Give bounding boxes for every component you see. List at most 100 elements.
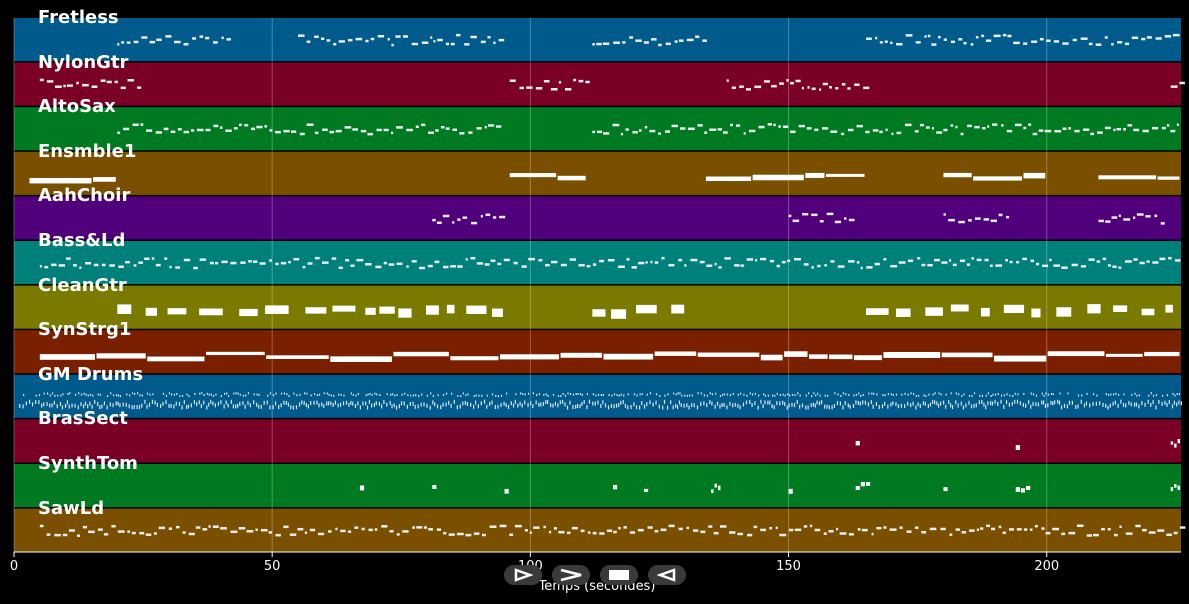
note-mark xyxy=(367,132,373,136)
note-mark xyxy=(97,402,99,407)
note-mark xyxy=(473,395,475,398)
note-mark xyxy=(599,532,605,535)
note-mark xyxy=(55,85,62,88)
note-mark xyxy=(1112,265,1117,269)
note-mark xyxy=(1012,394,1014,397)
note-mark xyxy=(103,533,109,536)
note-mark xyxy=(329,130,335,134)
note-mark xyxy=(721,393,724,396)
note-mark xyxy=(854,83,860,86)
note-mark xyxy=(125,402,127,407)
note-mark xyxy=(365,263,372,266)
note-mark xyxy=(538,393,540,396)
note-mark xyxy=(629,36,634,39)
note-mark xyxy=(158,526,166,530)
note-mark xyxy=(239,401,241,406)
note-mark xyxy=(485,213,491,217)
note-mark xyxy=(865,130,870,134)
note-mark xyxy=(370,37,375,41)
track-label: SynStrg1 xyxy=(38,319,132,341)
note-mark xyxy=(773,405,775,410)
note-mark xyxy=(1133,258,1138,261)
note-mark xyxy=(1104,126,1111,130)
note-mark xyxy=(660,528,667,532)
note-mark xyxy=(821,127,829,130)
note-mark xyxy=(767,394,769,397)
note-mark xyxy=(618,265,625,269)
note-mark xyxy=(1107,264,1111,267)
note-mark xyxy=(889,528,897,531)
note-mark xyxy=(519,401,521,406)
note-mark xyxy=(69,392,71,395)
note-mark xyxy=(287,402,290,407)
note-mark xyxy=(1124,260,1132,263)
note-mark xyxy=(919,123,924,127)
note-mark xyxy=(704,131,708,134)
note-mark xyxy=(1052,393,1054,396)
note-mark xyxy=(314,131,319,135)
note-mark xyxy=(402,35,408,38)
note-mark xyxy=(43,402,45,407)
rewind-button[interactable] xyxy=(648,565,686,585)
note-mark xyxy=(460,395,462,398)
note-mark xyxy=(745,400,748,405)
note-mark xyxy=(543,525,546,529)
note-mark xyxy=(116,394,118,397)
note-mark xyxy=(280,261,287,265)
note-mark xyxy=(852,403,855,408)
note-mark xyxy=(310,400,312,405)
forward-button[interactable] xyxy=(552,565,590,585)
note-mark xyxy=(1161,126,1166,130)
note-mark xyxy=(131,531,136,535)
note-mark xyxy=(1177,438,1180,444)
note-mark xyxy=(734,264,740,267)
note-mark xyxy=(499,354,560,360)
note-mark xyxy=(1026,485,1031,490)
note-mark xyxy=(255,402,258,407)
note-mark xyxy=(883,258,887,261)
note-mark xyxy=(542,401,544,406)
note-mark xyxy=(876,393,878,396)
note-mark xyxy=(1123,218,1131,221)
note-mark xyxy=(198,400,200,405)
note-mark xyxy=(486,394,488,397)
stop-button[interactable] xyxy=(600,565,638,585)
note-mark xyxy=(595,394,597,397)
note-mark xyxy=(810,403,812,408)
note-mark xyxy=(955,392,957,395)
note-mark xyxy=(68,529,75,532)
note-mark xyxy=(626,258,630,261)
note-mark xyxy=(1071,263,1078,267)
note-mark xyxy=(560,352,602,358)
note-mark xyxy=(538,402,540,407)
note-mark xyxy=(289,533,297,536)
note-mark xyxy=(811,266,814,269)
note-mark xyxy=(578,263,585,267)
note-mark xyxy=(1179,526,1186,529)
note-mark xyxy=(239,123,242,127)
note-mark xyxy=(1049,258,1052,262)
note-mark xyxy=(623,394,625,397)
note-mark xyxy=(415,125,419,128)
note-mark xyxy=(940,393,942,396)
note-mark xyxy=(368,528,373,532)
note-mark xyxy=(326,392,328,395)
note-mark xyxy=(921,263,926,267)
note-mark xyxy=(244,404,246,409)
note-mark xyxy=(526,86,533,89)
note-mark xyxy=(183,42,189,46)
note-mark xyxy=(275,533,281,537)
note-mark xyxy=(791,393,794,396)
note-mark xyxy=(924,35,927,38)
play-button[interactable] xyxy=(504,565,542,585)
note-mark xyxy=(165,35,172,38)
note-mark xyxy=(1176,123,1179,126)
note-mark xyxy=(1080,37,1088,40)
note-mark xyxy=(266,400,268,405)
note-mark xyxy=(196,128,204,132)
note-mark xyxy=(419,266,426,270)
note-mark xyxy=(318,403,320,408)
note-mark xyxy=(573,78,577,82)
note-mark xyxy=(592,130,596,134)
note-mark xyxy=(1173,531,1178,535)
